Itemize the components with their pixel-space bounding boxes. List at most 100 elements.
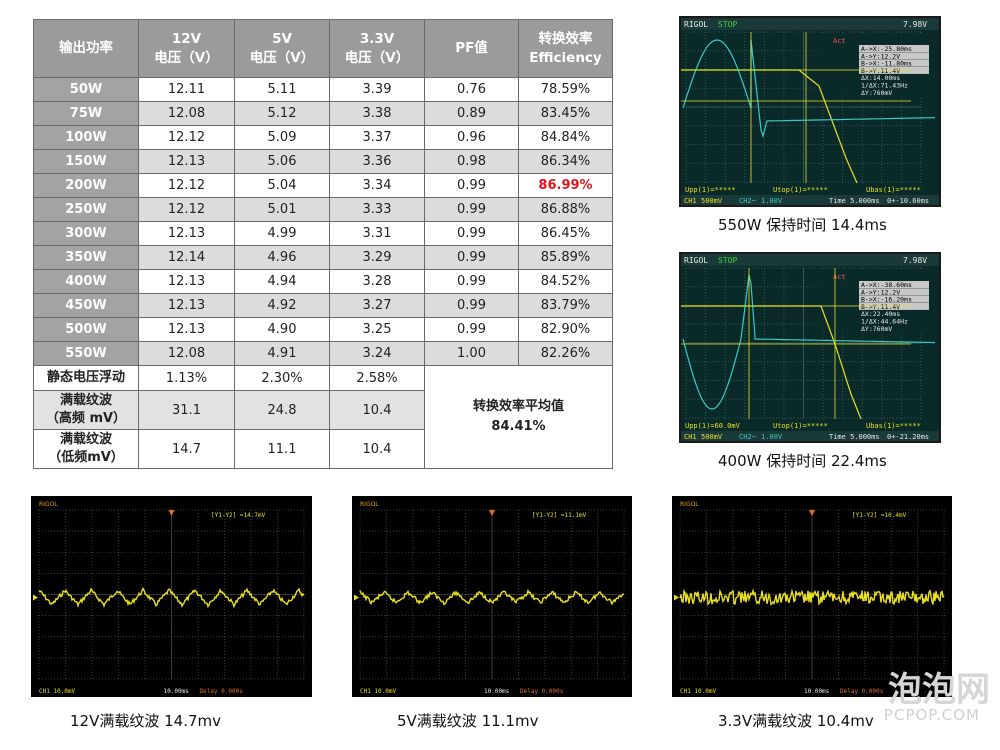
static-label: 静态电压浮动: [33, 365, 139, 391]
table-row: 550W 12.08 4.91 3.24 1.00 82.26%: [33, 341, 613, 366]
scope1-trig: 7.98V: [903, 20, 927, 29]
table-cell: 86.45%: [518, 221, 613, 246]
scope2-trace-cyan: [682, 274, 936, 410]
scope2-offset: 0+-21.20ms: [887, 433, 929, 441]
ripple-low-label: 满载纹波 （低频mV）: [33, 429, 139, 469]
row-power-label: 75W: [33, 101, 139, 126]
table-cell: 12.13: [138, 317, 235, 342]
table-cell: 5.06: [234, 149, 330, 174]
ripple-readout: [Y1-Y2] =11.1mV: [532, 512, 587, 519]
ripple-high-5v: 24.8: [234, 390, 330, 430]
table-cell: 86.34%: [518, 149, 613, 174]
static-5v: 2.30%: [234, 365, 330, 391]
static-3v3: 2.58%: [329, 365, 425, 391]
table-cell: 0.89: [424, 101, 519, 126]
ripple-ch: CH1 10.0mV: [360, 688, 397, 695]
ripple-scope-screen: RIGOL [Y1-Y2] =14.7mV CH1 10.0mV 10.00ms Del…: [31, 496, 312, 697]
table-cell: 3.36: [329, 149, 425, 174]
ripple-readout: [Y1-Y2] =10.4mV: [852, 512, 907, 519]
table-row: 75W 12.08 5.12 3.38 0.89 83.45%: [33, 101, 613, 126]
trigger-marker-icon: [489, 510, 495, 516]
scope1-act: Act: [833, 37, 846, 45]
scope2-trig: 7.98V: [903, 256, 927, 265]
ripple-trace: [38, 587, 305, 609]
table-cell: 4.96: [234, 245, 330, 270]
table-cell: 82.90%: [518, 317, 613, 342]
scope2-cursor-readout: A->X:-38.60msA->Y:12.2VB->X:-16.20msB->Y…: [859, 281, 929, 333]
table-cell: 84.52%: [518, 269, 613, 294]
table-cell: 78.59%: [518, 77, 613, 102]
table-cell: 0.99: [424, 293, 519, 318]
ripple-time: 10.00ms: [164, 688, 190, 695]
table-cell: 86.99%: [518, 173, 613, 198]
table-cell: 4.90: [234, 317, 330, 342]
table-cell: 12.11: [138, 77, 235, 102]
scope2-ch2-scale: 1.00V: [761, 433, 783, 441]
table-cell: 12.13: [138, 221, 235, 246]
scope1-cursor-line: ΔY:760mV: [861, 89, 892, 97]
table-cell: 0.99: [424, 197, 519, 222]
scope2-ch1-scale: 500mV: [701, 433, 723, 441]
static-12v: 1.13%: [138, 365, 235, 391]
header-5v: 5V 电压（V）: [234, 19, 330, 78]
row-power-label: 100W: [33, 125, 139, 150]
table-cell: 0.76: [424, 77, 519, 102]
header-line-2-0: 5V: [272, 30, 292, 47]
table-cell: 3.34: [329, 173, 425, 198]
scope1-trace-cyan: [682, 39, 936, 139]
scope2-meas-2: Utop(1)=*****: [773, 422, 828, 430]
header-3v3: 3.3V 电压（V）: [329, 19, 425, 78]
table-cell: 83.79%: [518, 293, 613, 318]
header-line-3-1: 电压（V）: [344, 49, 410, 66]
table-row: 300W 12.13 4.99 3.31 0.99 86.45%: [33, 221, 613, 246]
scope2-cursor-line: A->X:-38.60ms: [861, 281, 912, 289]
header-line-2-1: 电压（V）: [249, 49, 315, 66]
table-cell: 0.99: [424, 245, 519, 270]
oscilloscope-400w-screen: RIGOL STOP 7.98V Act A->X:-38.60msA->Y:1…: [681, 254, 939, 441]
ripple-scope-screen: RIGOL [Y1-Y2] =10.4mV CH1 10.0mV 10.00ms Del…: [672, 496, 952, 697]
ripple-low-label-2: （低频mV）: [48, 450, 124, 465]
scope2-meas-3: Ubas(1)=*****: [866, 422, 921, 430]
trigger-marker-icon: [809, 510, 815, 516]
ripple-caption-5v: 5V满载纹波 11.1mv: [397, 712, 539, 730]
table-cell: 3.38: [329, 101, 425, 126]
table-cell: 12.13: [138, 269, 235, 294]
scope2-cursor-line: B->X:-16.20ms: [861, 296, 912, 304]
table-cell: 5.04: [234, 173, 330, 198]
ripple-low-5v: 11.1: [234, 429, 330, 469]
scope2-cursor-line: ΔY:760mV: [861, 325, 892, 333]
scope1-cursor-readout: A->X:-25.80msA->Y:12.2VB->X:-11.80msB->Y…: [859, 45, 929, 97]
table-row: 250W 12.12 5.01 3.33 0.99 86.88%: [33, 197, 613, 222]
table-cell: 12.14: [138, 245, 235, 270]
scope1-meas-2: Utop(1)=*****: [773, 186, 828, 194]
table-row: 200W 12.12 5.04 3.34 0.99 86.99%: [33, 173, 613, 198]
header-line-3-0: 3.3V: [359, 30, 395, 47]
header-line-5-1: Efficiency: [529, 49, 602, 66]
channel-marker-icon: [674, 594, 679, 601]
ripple-trace: [359, 588, 625, 606]
ripple-readout: [Y1-Y2] =14.7mV: [211, 512, 266, 519]
ripple-delay: Delay 0.000s: [840, 688, 884, 695]
table-cell: 82.26%: [518, 341, 613, 366]
table-cell: 4.94: [234, 269, 330, 294]
ripple-high-label: 满载纹波 （高频 mV）: [33, 390, 139, 430]
scope2-cursor-line: A->Y:12.2V: [861, 288, 900, 296]
table-cell: 86.88%: [518, 197, 613, 222]
scope1-cursor-line: A->Y:12.2V: [861, 52, 900, 60]
ripple-scope-screen: RIGOL [Y1-Y2] =11.1mV CH1 10.0mV 10.00ms Del…: [352, 496, 632, 697]
scope1-cursor-line: B->Y:11.4V: [861, 67, 900, 75]
trigger-marker-icon: [168, 510, 175, 516]
row-power-label: 550W: [33, 341, 139, 366]
table-cell: 1.00: [424, 341, 519, 366]
row-power-label: 300W: [33, 221, 139, 246]
header-line-4-0: PF值: [455, 40, 488, 56]
row-power-label: 200W: [33, 173, 139, 198]
avg-efficiency-cell: 转换效率平均值 84.41%: [424, 365, 613, 469]
ripple-trace: [679, 588, 945, 607]
table-cell: 5.11: [234, 77, 330, 102]
ripple-low-12v: 14.7: [138, 429, 235, 469]
row-power-label: 50W: [33, 77, 139, 102]
table-row: 450W 12.13 4.92 3.27 0.99 83.79%: [33, 293, 613, 318]
spec-table: 输出功率 12V 电压（V） 5V 电压（V） 3.3V 电压（V） PF值 转换效率…: [33, 19, 613, 469]
ripple-scope-5v: RIGOL [Y1-Y2] =11.1mV CH1 10.0mV 10.00ms Del…: [352, 496, 632, 697]
